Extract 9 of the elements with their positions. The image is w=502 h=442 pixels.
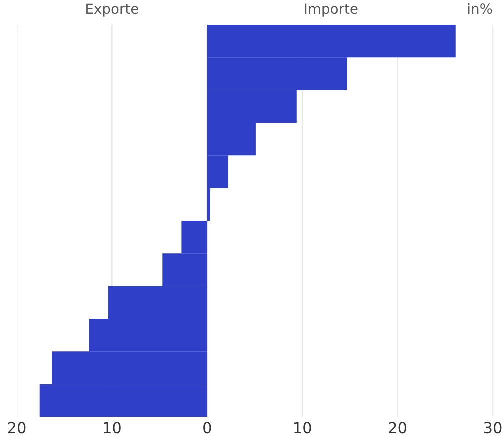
x-tick-label: 30	[484, 422, 502, 434]
text: in%	[468, 3, 492, 14]
x-tick-label: 20	[389, 422, 407, 434]
x-tick-label: 0	[204, 422, 212, 434]
x-tick-label: 10	[294, 422, 312, 434]
x-tick-label: 10	[104, 422, 121, 434]
text: Importe	[305, 4, 358, 17]
x-tick-label: 20	[8, 422, 26, 434]
text: Exporte	[86, 4, 138, 17]
